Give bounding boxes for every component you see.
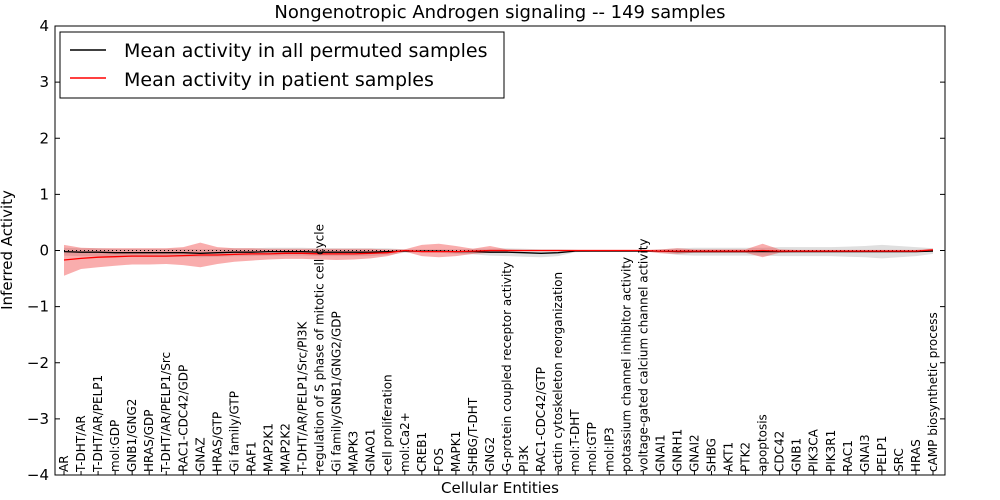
y-tick-label-6: −2 (27, 354, 49, 372)
category-label-6: T-DHT/AR/PELP1/Src (159, 352, 173, 473)
category-label-19: cell proliferation (381, 374, 395, 472)
category-label-40: PTK2 (739, 442, 753, 472)
y-axis-label: Inferred Activity (0, 190, 16, 310)
category-label-24: SHBG/T-DHT (466, 397, 480, 472)
category-label-35: GNAI1 (653, 434, 667, 472)
category-label-43: GNB1 (790, 438, 804, 472)
category-label-16: Gi family/GNB1/GNG2/GDP (330, 311, 344, 472)
category-label-2: T-DHT/AR/PELP1 (91, 375, 105, 473)
category-label-11: RAF1 (244, 441, 258, 472)
y-tick-label-5: −1 (27, 298, 49, 316)
y-tick-label-0: 4 (39, 17, 49, 35)
category-label-15: regulation of S phase of mitotic cell cy… (313, 224, 327, 472)
category-label-51: cAMP biosynthetic process (926, 312, 940, 472)
category-label-4: GNB1/GNG2 (125, 399, 139, 472)
category-label-1: T-DHT/AR (74, 415, 88, 473)
category-label-32: mol:IP3 (602, 427, 616, 472)
line-series-1 (63, 249, 934, 261)
category-label-18: GNAO1 (364, 429, 378, 472)
y-tick-label-8: −4 (27, 466, 49, 484)
category-label-39: AKT1 (722, 442, 736, 472)
category-label-29: actin cytoskeleton reorganization (551, 272, 565, 472)
category-label-0: AR (57, 455, 71, 472)
category-label-46: RAC1 (841, 440, 855, 472)
category-label-17: MAPK3 (347, 431, 361, 472)
category-label-7: RAC1-CDC42/GDP (176, 365, 190, 472)
category-label-14: T-DHT/AR/PELP1/Src/PI3K (296, 320, 310, 473)
category-label-33: potassium channel inhibitor activity (619, 257, 633, 472)
category-label-42: CDC42 (773, 431, 787, 472)
category-label-9: HRAS/GTP (210, 412, 224, 472)
y-tick-label-4: 0 (39, 242, 49, 260)
category-label-8: GNAZ (193, 437, 207, 472)
category-label-21: CREB1 (415, 432, 429, 472)
legend-label-permuted: Mean activity in all permuted samples (124, 40, 487, 62)
category-label-49: SRC (892, 448, 906, 472)
chart-title: Nongenotropic Androgen signaling -- 149 … (274, 2, 725, 23)
category-label-27: PI3K (517, 445, 531, 472)
category-label-13: MAP2K2 (279, 423, 293, 472)
legend-box (59, 31, 505, 99)
category-label-23: MAPK1 (449, 431, 463, 472)
category-label-30: mol:T-DHT (568, 409, 582, 472)
category-label-45: PIK3R1 (824, 430, 838, 472)
category-label-50: HRAS (909, 439, 923, 472)
category-label-12: MAP2K1 (262, 423, 276, 472)
category-label-20: mol:Ca2+ (398, 412, 412, 472)
category-label-38: SHBG (705, 438, 719, 472)
category-label-28: RAC1-CDC42/GTP (534, 367, 548, 472)
category-label-22: FOS (432, 448, 446, 472)
category-label-25: GNG2 (483, 437, 497, 472)
category-label-10: Gi family/GTP (227, 391, 241, 472)
category-label-47: GNAI3 (858, 434, 872, 472)
category-label-48: PELP1 (875, 436, 889, 472)
category-label-41: apoptosis (756, 414, 770, 472)
category-label-26: G-protein coupled receptor activity (500, 262, 514, 472)
legend-label-patient: Mean activity in patient samples (124, 69, 434, 91)
category-label-3: mol:GDP (108, 420, 122, 472)
category-label-5: HRAS/GDP (142, 409, 156, 472)
y-tick-label-3: 1 (39, 185, 49, 203)
category-label-36: GNRH1 (670, 429, 684, 472)
y-tick-label-1: 3 (39, 73, 49, 91)
category-label-44: PIK3CA (807, 428, 821, 472)
category-label-37: GNAI2 (688, 434, 702, 472)
x-axis-label: Cellular Entities (441, 479, 559, 497)
y-tick-label-7: −3 (27, 410, 49, 428)
legend: Mean activity in all permuted samples Me… (59, 31, 505, 99)
category-label-31: mol:GTP (585, 422, 599, 472)
category-label-34: voltage-gated calcium channel activity (636, 238, 650, 472)
y-tick-label-2: 2 (39, 129, 49, 147)
